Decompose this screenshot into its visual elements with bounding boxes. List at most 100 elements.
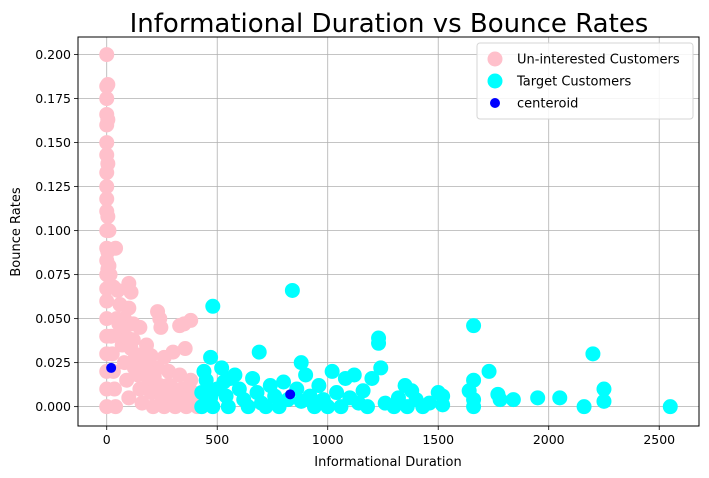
legend: Un-interested Customers Target Customers c… [476, 42, 694, 120]
data-point [194, 385, 210, 401]
data-point [596, 393, 612, 409]
data-point [324, 363, 340, 379]
data-point [346, 367, 362, 383]
data-point [293, 355, 309, 371]
data-point [214, 360, 230, 376]
x-tick-label: 0 [103, 432, 111, 447]
x-axis-ticks: 0 500 1000 1500 2000 2500 [103, 426, 675, 447]
x-tick-label: 2500 [643, 432, 675, 447]
data-point [153, 319, 169, 335]
legend-label: Un-interested Customers [517, 53, 680, 68]
data-point [276, 374, 292, 390]
data-point [466, 318, 482, 334]
legend-marker [487, 73, 503, 89]
series-1 [194, 282, 678, 415]
data-point [245, 370, 261, 386]
data-point [123, 284, 139, 300]
data-point [364, 370, 380, 386]
data-point [100, 156, 116, 172]
data-point [481, 363, 497, 379]
data-point [552, 390, 568, 406]
data-point [100, 77, 116, 93]
data-points [99, 47, 678, 415]
data-point [421, 395, 437, 411]
x-axis-label: Informational Duration [314, 455, 461, 470]
data-point [329, 385, 345, 401]
data-point [123, 341, 139, 357]
data-point [102, 267, 118, 283]
y-tick-label: 0.125 [35, 179, 71, 194]
data-point [110, 282, 126, 298]
data-point [373, 360, 389, 376]
data-point [99, 135, 115, 151]
data-point [576, 399, 592, 415]
x-tick-label: 500 [205, 432, 229, 447]
y-tick-label: 0.075 [35, 267, 71, 282]
data-point [126, 360, 142, 376]
data-point [311, 378, 327, 394]
legend-marker [487, 51, 503, 67]
data-point [135, 346, 151, 362]
y-tick-label: 0.200 [35, 47, 71, 62]
data-point [172, 318, 188, 334]
y-axis-ticks: 0.000 0.025 0.050 0.075 0.100 0.125 0.150 0.175… [35, 47, 78, 414]
data-point [505, 392, 521, 408]
x-tick-label: 1000 [312, 432, 344, 447]
data-point [99, 179, 115, 195]
data-point [355, 383, 371, 399]
data-point [146, 369, 162, 385]
y-tick-label: 0.000 [35, 399, 71, 414]
y-axis-label: Bounce Rates [9, 187, 24, 276]
y-tick-label: 0.050 [35, 311, 71, 326]
data-point [108, 399, 124, 415]
data-point [183, 372, 199, 388]
data-point [360, 399, 376, 415]
data-point [371, 335, 387, 351]
data-point [108, 240, 124, 256]
data-point [106, 362, 117, 373]
data-point [132, 319, 148, 335]
data-point [121, 390, 137, 406]
data-point [205, 298, 221, 314]
x-tick-label: 2000 [533, 432, 565, 447]
data-point [100, 112, 116, 128]
data-point [222, 370, 238, 386]
data-point [596, 381, 612, 397]
data-point [240, 399, 256, 415]
data-point [285, 389, 296, 400]
data-point [585, 346, 601, 362]
data-point [251, 344, 267, 360]
data-point [209, 381, 225, 397]
plot-frame [77, 36, 700, 427]
data-point [435, 397, 451, 413]
y-tick-label: 0.100 [35, 223, 71, 238]
data-point [177, 341, 193, 357]
data-point [194, 399, 210, 415]
y-tick-label: 0.025 [35, 355, 71, 370]
data-point [298, 367, 314, 383]
data-point [100, 209, 116, 225]
x-tick-label: 1500 [422, 432, 454, 447]
data-point [99, 91, 115, 107]
data-point [99, 191, 115, 207]
data-point [530, 390, 546, 406]
data-point [258, 399, 274, 415]
data-point [220, 399, 236, 415]
legend-label: Target Customers [516, 75, 631, 90]
data-point [180, 392, 196, 408]
y-tick-label: 0.175 [35, 91, 71, 106]
legend-box [476, 42, 694, 120]
legend-marker [490, 98, 500, 108]
data-point [106, 381, 122, 397]
data-point [320, 399, 336, 415]
data-point [169, 385, 185, 401]
series-2 [106, 362, 296, 400]
y-tick-label: 0.150 [35, 135, 71, 150]
data-point [112, 297, 128, 313]
series-0 [99, 47, 208, 415]
data-point [662, 399, 678, 415]
data-point [492, 392, 508, 408]
data-point [466, 399, 482, 415]
data-point [99, 47, 115, 63]
